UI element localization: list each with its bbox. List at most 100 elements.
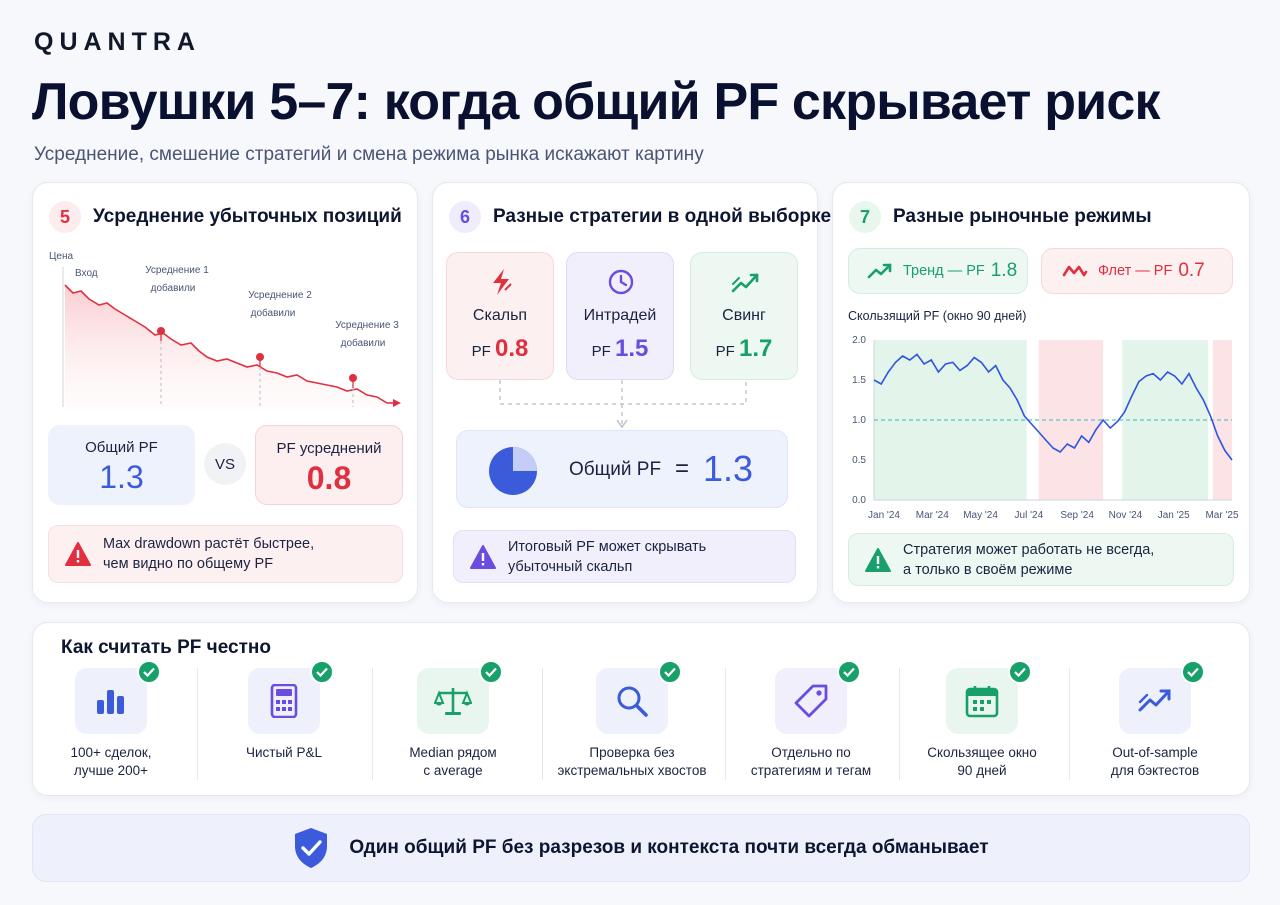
strategy-pf: PF 1.5 — [567, 335, 673, 363]
note-line: Стратегия может работать не всегда, — [903, 541, 1155, 558]
averaging-pf-box: PF усреднений 0.8 — [255, 425, 403, 505]
checklist-item-label: Median рядом — [409, 745, 497, 760]
entry-label: Вход — [75, 268, 98, 279]
strategy-pf-value: 1.5 — [614, 335, 649, 362]
trend-up-icon — [867, 263, 892, 279]
flat-pf-label: Флет — PF — [1098, 263, 1173, 279]
check-icon — [1008, 660, 1032, 684]
zigzag-icon — [1062, 265, 1088, 277]
checklist-item: Out-of-sample для бэктестов — [1070, 660, 1240, 780]
y-tick-label: 0.5 — [852, 455, 866, 466]
x-tick-label: Jan '25 — [1158, 510, 1190, 521]
strategy-pf: PF 0.8 — [447, 335, 553, 363]
brand-logo: QUANTRA — [34, 28, 201, 56]
magnifier-icon — [617, 686, 648, 717]
checklist-item-label: Out-of-sample — [1112, 745, 1198, 760]
total-pf-label: Общий PF — [569, 459, 662, 480]
y-tick-label: 0.0 — [852, 495, 866, 506]
trend-up-icon — [731, 273, 759, 293]
check-icon — [658, 660, 682, 684]
x-tick-label: Jul '24 — [1015, 510, 1044, 521]
averaging-sublabel: добавили — [341, 337, 386, 349]
flat-regime-band — [1212, 340, 1232, 500]
calendar-icon — [965, 686, 999, 718]
checklist-item: Median рядом с average — [368, 660, 538, 780]
averaging-pf-value: 0.8 — [306, 460, 352, 496]
scales-icon — [434, 688, 472, 715]
check-icon — [837, 660, 861, 684]
averaging-pf-label: PF усреднений — [276, 440, 382, 457]
flat-pf-pill: Флет — PF 0.7 — [1041, 248, 1233, 294]
x-tick-label: Jan '24 — [868, 510, 900, 521]
price-line — [64, 284, 388, 404]
averaging-marker — [157, 327, 165, 335]
checklist-item: Отдельно по стратегиям и тегам — [726, 660, 896, 780]
strategy-name: Интрадей — [583, 307, 657, 324]
card-number-badge: 6 — [449, 201, 481, 233]
averaging-label: Усреднение 1 — [145, 265, 209, 276]
calculator-icon — [270, 684, 298, 718]
total-pf-value: 1.3 — [703, 448, 754, 489]
checklist-item-label: стратегиям и тегам — [750, 763, 872, 778]
tag-icon — [794, 684, 828, 718]
checklist-item-label: для бэктестов — [1110, 763, 1200, 778]
card-number-badge: 5 — [49, 201, 81, 233]
total-pf-eq: = — [675, 455, 690, 482]
averaging-sublabel: добавили — [251, 307, 296, 319]
rolling-pf-chart-title: Скользящий PF (окно 90 дней) — [848, 309, 1027, 323]
checklist-item-label: Отдельно по — [771, 745, 851, 760]
y-tick-label: 1.5 — [852, 375, 866, 386]
pf-prefix: PF — [591, 343, 611, 360]
strategy-name: Скальп — [472, 307, 528, 324]
averaging-marker — [349, 374, 357, 382]
card-title: Разные рыночные режимы — [893, 206, 1152, 227]
checklist-item-label: лучше 200+ — [73, 763, 149, 778]
check-icon — [310, 660, 334, 684]
pf-prefix: PF — [471, 343, 491, 360]
checklist-item-label: Скользящее окно — [927, 745, 1037, 760]
note-line: убыточный скальп — [508, 558, 633, 575]
regime-note: Стратегия может работать не всегда, а тол… — [848, 533, 1234, 586]
rolling-pf-chart: 0.0 0.5 1.0 1.5 2.0 Jan '24 Mar '24 May '24 Jul … — [852, 335, 1239, 521]
averaging-price-chart: Цена Вход Усреднение 1 добавили Усреднен… — [49, 251, 401, 407]
lightning-icon — [493, 269, 512, 295]
scalp-hidden-note: Итоговый PF может скрывать убыточный скал… — [453, 530, 796, 583]
footer-text: Один общий PF без разрезов и контекста п… — [349, 837, 989, 858]
vs-badge: VS — [204, 443, 246, 485]
divider — [542, 668, 543, 780]
strategy-scalp: Скальп PF 0.8 — [446, 252, 554, 380]
x-tick-label: May '24 — [963, 510, 998, 521]
strategy-intraday: Интрадей PF 1.5 — [566, 252, 674, 380]
shield-check-icon — [295, 828, 328, 868]
x-tick-label: Sep '24 — [1060, 510, 1094, 521]
price-axis-label: Цена — [49, 251, 73, 262]
divider — [1069, 668, 1070, 780]
check-icon — [137, 660, 161, 684]
strategy-pf-value: 0.8 — [494, 335, 529, 362]
checklist-item: Скользящее окно 90 дней — [897, 660, 1067, 780]
x-tick-label: Mar '25 — [1205, 510, 1238, 521]
footer-banner: Один общий PF без разрезов и контекста п… — [32, 814, 1250, 882]
trend-up-icon — [1138, 689, 1171, 712]
divider — [899, 668, 900, 780]
strategy-swing: Свинг PF 1.7 — [690, 252, 798, 380]
card-averaging: 5 Усреднение убыточных позиций Цена Вход… — [32, 182, 418, 603]
checklist-item-label: экстремальных хвостов — [557, 763, 707, 778]
overall-pf-label: Общий PF — [85, 439, 158, 456]
check-icon — [479, 660, 503, 684]
total-pf-box: Общий PF = 1.3 — [456, 430, 788, 508]
bar-chart-icon — [97, 690, 124, 714]
pf-series-line — [873, 353, 1233, 461]
y-tick-label: 1.0 — [852, 415, 866, 426]
warning-triangle-icon — [470, 544, 496, 569]
x-tick-label: Nov '24 — [1109, 510, 1143, 521]
strategy-pf: PF 1.7 — [691, 335, 797, 363]
clock-icon — [608, 269, 634, 295]
card-number-badge: 7 — [849, 201, 881, 233]
checklist-item-label: Проверка без — [589, 745, 675, 760]
checklist-item-label: 90 дней — [957, 763, 1007, 778]
overall-pf-box: Общий PF 1.3 — [48, 425, 195, 505]
note-line: Max drawdown растёт быстрее, — [103, 536, 315, 552]
divider — [725, 668, 726, 780]
y-tick-label: 2.0 — [852, 335, 866, 346]
